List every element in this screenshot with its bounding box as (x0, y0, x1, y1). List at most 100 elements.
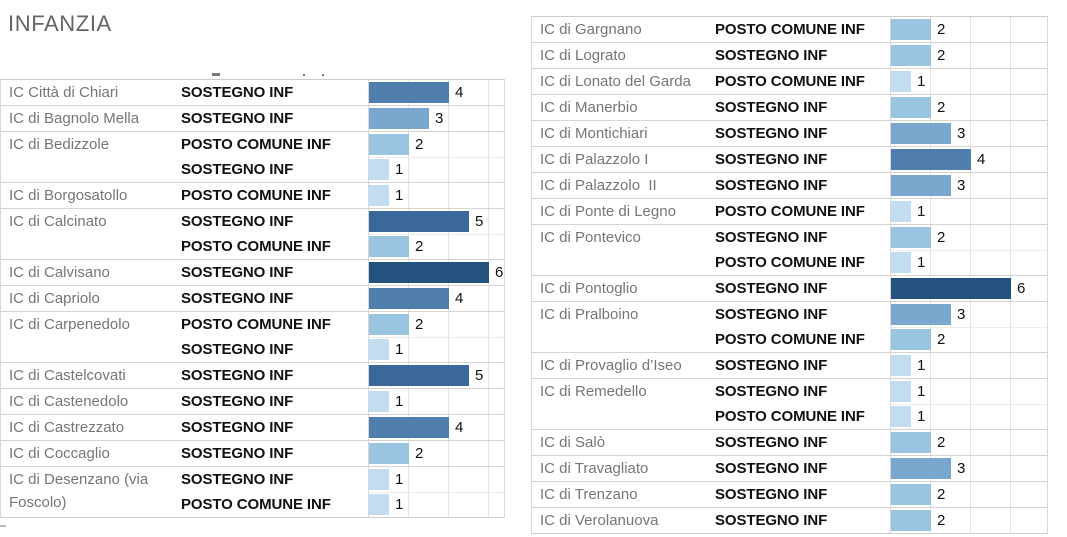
bar-mark[interactable] (891, 510, 931, 531)
value-label: 3 (957, 306, 966, 323)
school-name: IC di Travagliato (540, 460, 649, 477)
bar-mark[interactable] (891, 19, 931, 40)
post-type-label: POSTO COMUNE INF (715, 73, 865, 90)
school-group: IC Città di Chiari SOSTEGNO INF 4 (1, 80, 504, 105)
school-name: IC di Calvisano (9, 264, 110, 281)
school-group: IC di Travagliato SOSTEGNO INF 3 (532, 455, 1047, 481)
value-label: 5 (475, 367, 484, 384)
bar-mark[interactable] (891, 149, 971, 170)
bar-mark[interactable] (369, 365, 469, 386)
value-label: 1 (917, 357, 926, 374)
measure-row: SOSTEGNO INF 6 (173, 260, 504, 285)
bar-cell: 5 (368, 363, 504, 388)
post-type-label: SOSTEGNO INF (715, 306, 828, 323)
school-group: IC di Palazzolo I SOSTEGNO INF 4 (532, 146, 1047, 172)
bar-mark[interactable] (891, 406, 911, 427)
group-rows: SOSTEGNO INF 4 (173, 415, 504, 440)
bar-mark[interactable] (891, 175, 951, 196)
school-group: IC di Castrezzato SOSTEGNO INF 4 (1, 414, 504, 440)
school-group: IC di Coccaglio SOSTEGNO INF 2 (1, 440, 504, 466)
school-name: IC di Lonato del Garda (540, 73, 691, 90)
value-label: 2 (937, 512, 946, 529)
bar-mark[interactable] (369, 469, 389, 490)
school-group: IC di Palazzolo II SOSTEGNO INF 3 (532, 172, 1047, 198)
school-name: IC di Calcinato (9, 213, 107, 230)
bar-mark[interactable] (369, 108, 429, 129)
bar-mark[interactable] (891, 458, 951, 479)
bar-cell: 1 (890, 353, 1047, 378)
bar-cell: 1 (890, 379, 1047, 404)
school-group: IC di Capriolo SOSTEGNO INF 4 (1, 285, 504, 311)
bar-mark[interactable] (369, 134, 409, 155)
bar-mark[interactable] (369, 236, 409, 257)
bar-mark[interactable] (891, 304, 951, 325)
bar-table-panel-right: IC di Gargnano POSTO COMUNE INF 2 IC di Log… (531, 16, 1048, 534)
school-name: IC di Bagnolo Mella (9, 110, 140, 127)
bar-cell: 1 (368, 157, 504, 182)
bar-mark[interactable] (369, 314, 409, 335)
school-name: IC di Gargnano (540, 21, 642, 38)
bar-mark[interactable] (891, 484, 931, 505)
school-group: IC di Provaglio d’Iseo SOSTEGNO INF 1 (532, 352, 1047, 378)
bar-cell: 2 (890, 508, 1047, 533)
bar-mark[interactable] (891, 355, 911, 376)
bar-cell: 4 (368, 415, 504, 440)
bar-mark[interactable] (891, 432, 931, 453)
school-group: IC di Desenzano (via Foscolo) SOSTEGNO IN… (1, 466, 504, 517)
group-rows: SOSTEGNO INF 3 POSTO COMUNE INF 2 (707, 302, 1047, 352)
measure-row: SOSTEGNO INF 2 (707, 225, 1047, 250)
school-group: IC di Salò SOSTEGNO INF 2 (532, 429, 1047, 455)
school-group: IC di Ponte di Legno POSTO COMUNE INF 1 (532, 198, 1047, 224)
post-type-label: SOSTEGNO INF (181, 110, 294, 127)
bar-mark[interactable] (891, 201, 911, 222)
bar-mark[interactable] (891, 381, 911, 402)
bar-mark[interactable] (891, 329, 931, 350)
school-group: IC di Manerbio SOSTEGNO INF 2 (532, 94, 1047, 120)
bar-mark[interactable] (891, 278, 1011, 299)
school-name: IC di Salò (540, 434, 606, 451)
post-type-label: SOSTEGNO INF (181, 367, 294, 384)
bar-mark[interactable] (369, 262, 489, 283)
school-group: IC di Verolanuova SOSTEGNO INF 2 (532, 507, 1047, 533)
bar-mark[interactable] (369, 211, 469, 232)
bar-cell: 1 (890, 69, 1047, 94)
bar-mark[interactable] (891, 45, 931, 66)
bar-cell: 3 (368, 106, 504, 131)
bar-mark[interactable] (369, 494, 389, 515)
group-rows: POSTO COMUNE INF 2 SOSTEGNO INF 1 (173, 132, 504, 182)
value-label: 1 (395, 161, 404, 178)
clipped-bottom-artifact (0, 525, 6, 527)
bar-mark[interactable] (891, 71, 911, 92)
bar-mark[interactable] (369, 185, 389, 206)
school-name: IC di Desenzano (via Foscolo) (9, 471, 153, 511)
measure-row: SOSTEGNO INF 4 (173, 286, 504, 311)
bar-cell: 2 (368, 312, 504, 337)
bar-mark[interactable] (369, 443, 409, 464)
bar-mark[interactable] (369, 417, 449, 438)
measure-row: POSTO COMUNE INF 2 (173, 132, 504, 157)
bar-mark[interactable] (369, 339, 389, 360)
bar-mark[interactable] (369, 391, 389, 412)
bar-mark[interactable] (891, 97, 931, 118)
clipped-header-fragment (212, 73, 220, 76)
bar-cell: 1 (890, 250, 1047, 275)
bar-mark[interactable] (369, 288, 449, 309)
school-group: IC di Calcinato SOSTEGNO INF 5 POSTO COMUNE… (1, 208, 504, 259)
school-group: IC di Pontevico SOSTEGNO INF 2 POSTO COMUNE… (532, 224, 1047, 275)
measure-row: SOSTEGNO INF 6 (707, 276, 1047, 301)
value-label: 2 (937, 331, 946, 348)
bar-mark[interactable] (369, 159, 389, 180)
group-rows: SOSTEGNO INF 1 POSTO COMUNE INF 1 (173, 467, 504, 517)
bar-cell: 3 (890, 456, 1047, 481)
group-rows: SOSTEGNO INF 3 (707, 456, 1047, 481)
bar-mark[interactable] (891, 227, 931, 248)
post-type-label: SOSTEGNO INF (715, 460, 828, 477)
post-type-label: SOSTEGNO INF (181, 445, 294, 462)
measure-row: SOSTEGNO INF 3 (173, 106, 504, 131)
bar-mark[interactable] (891, 252, 911, 273)
school-name: IC di Ponte di Legno (540, 203, 676, 220)
bar-mark[interactable] (891, 123, 951, 144)
bar-mark[interactable] (369, 82, 449, 103)
post-type-label: POSTO COMUNE INF (715, 331, 865, 348)
bar-cell: 3 (890, 173, 1047, 198)
